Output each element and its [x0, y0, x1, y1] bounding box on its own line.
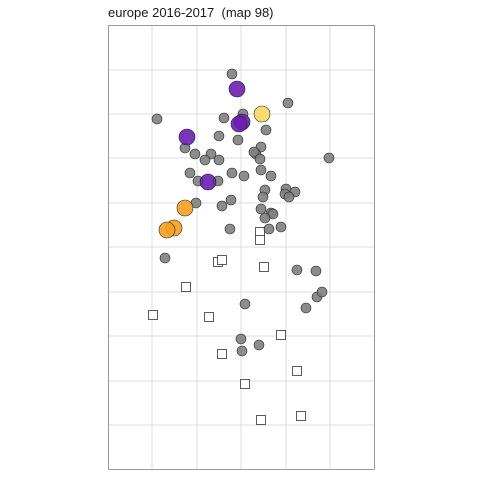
gray-point-marker	[255, 164, 267, 176]
gray-point-marker	[260, 124, 272, 136]
gray-point-marker	[232, 134, 244, 146]
gray-point-marker	[226, 68, 238, 80]
gray-point-marker	[184, 167, 196, 179]
gray-point-marker	[283, 191, 295, 203]
purple-point-marker	[178, 128, 196, 146]
gray-point-marker	[225, 194, 237, 206]
gray-point-marker	[224, 223, 236, 235]
gray-point-marker	[248, 146, 260, 158]
square-marker	[255, 235, 265, 245]
gray-point-marker	[213, 130, 225, 142]
gray-point-marker	[300, 302, 312, 314]
gray-point-marker	[151, 113, 163, 125]
gray-point-marker	[265, 170, 277, 182]
gray-point-marker	[236, 345, 248, 357]
gray-point-marker	[257, 191, 269, 203]
purple-point-marker	[199, 173, 217, 191]
gray-point-marker	[255, 203, 267, 215]
yellow-point-marker	[253, 105, 271, 123]
gray-point-marker	[263, 223, 275, 235]
square-marker	[181, 282, 191, 292]
gray-point-marker	[239, 298, 251, 310]
gray-point-marker	[310, 265, 322, 277]
purple-point-marker	[230, 115, 248, 133]
gray-point-marker	[238, 170, 250, 182]
map-title: europe 2016-2017 (map 98)	[108, 5, 274, 20]
gray-point-marker	[316, 286, 328, 298]
orange-point-marker	[176, 199, 194, 217]
gray-point-marker	[189, 148, 201, 160]
square-marker	[204, 312, 214, 322]
square-marker	[240, 379, 250, 389]
gray-point-marker	[159, 252, 171, 264]
gray-point-marker	[235, 333, 247, 345]
square-marker	[217, 349, 227, 359]
gray-point-marker	[254, 153, 266, 165]
map-border	[108, 25, 375, 470]
gray-point-marker	[253, 339, 265, 351]
gray-point-marker	[218, 112, 230, 124]
highlight-markers	[158, 80, 271, 239]
gray-point-marker	[323, 152, 335, 164]
square-marker	[296, 411, 306, 421]
gray-point-marker	[226, 167, 238, 179]
square-marker	[148, 310, 158, 320]
gray-point-marker	[259, 212, 271, 224]
gray-point-marker	[199, 154, 211, 166]
gray-point-marker	[275, 221, 287, 233]
gray-point-marker	[291, 264, 303, 276]
square-marker	[256, 415, 266, 425]
square-marker	[259, 262, 269, 272]
square-marker	[276, 330, 286, 340]
gray-point-marker	[282, 97, 294, 109]
gray-point-marker	[213, 154, 225, 166]
square-marker	[217, 255, 227, 265]
gray-point-marker	[216, 200, 228, 212]
orange-point-marker	[158, 221, 176, 239]
purple-point-marker	[228, 80, 246, 98]
square-markers	[148, 227, 306, 425]
square-marker	[292, 366, 302, 376]
